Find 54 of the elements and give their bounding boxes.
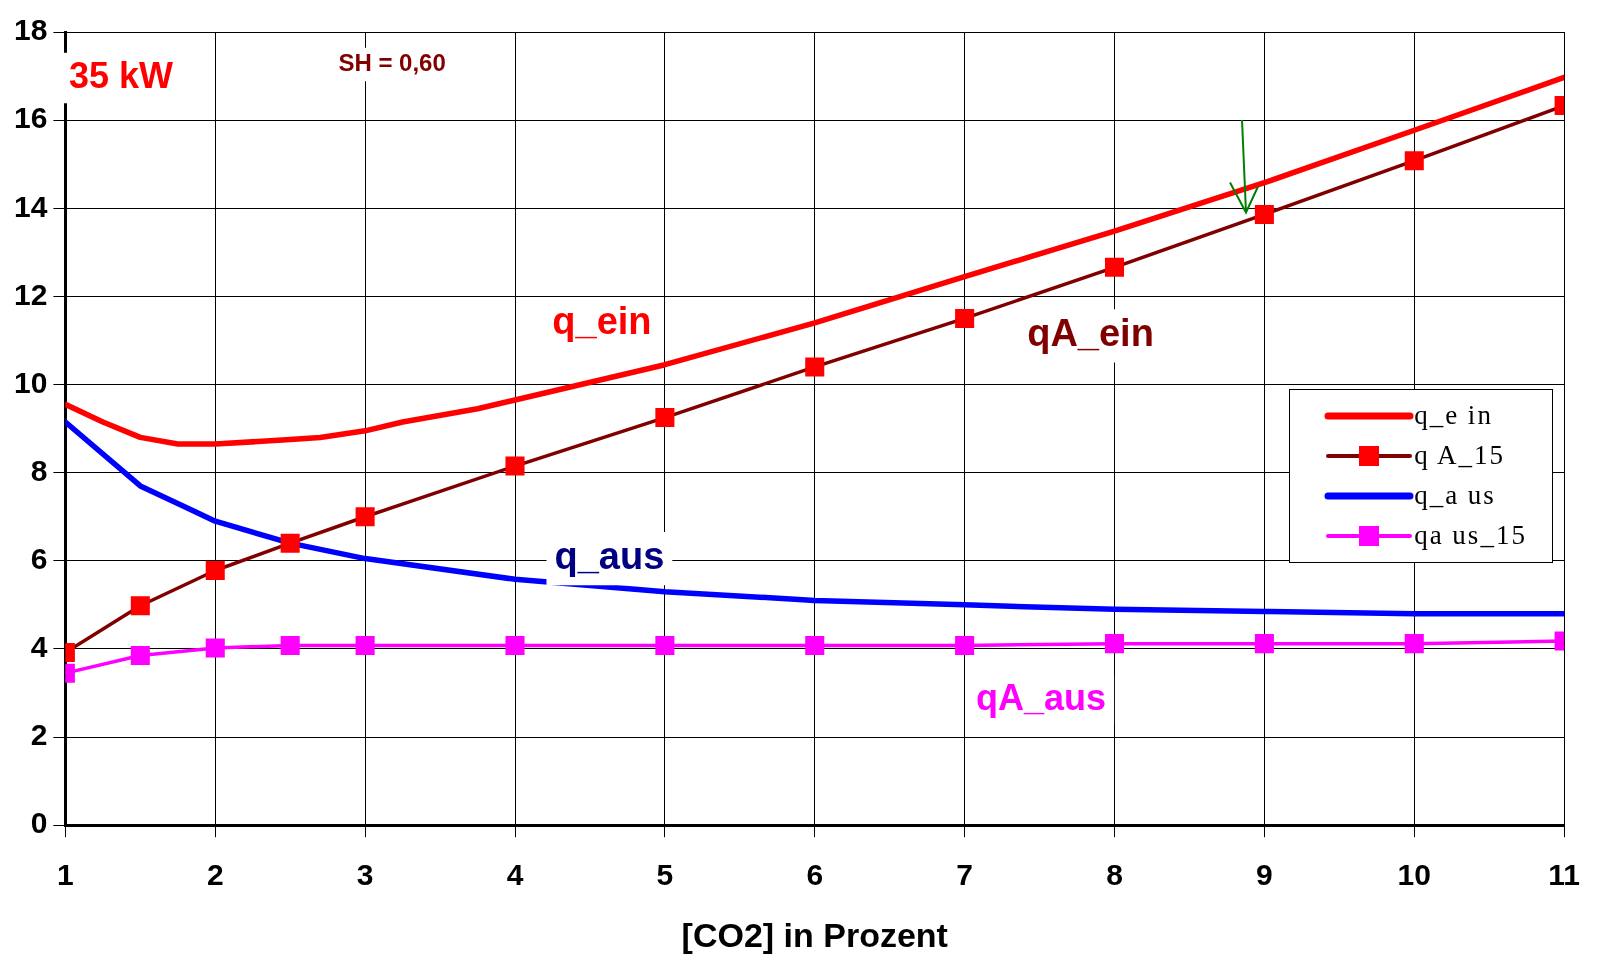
y-tick-label: 6 [30, 542, 48, 576]
annotation: 35 kW [69, 54, 174, 96]
y-tick-label: 14 [13, 189, 48, 223]
y-tick-label: 16 [13, 101, 48, 135]
point [130, 596, 150, 616]
point [205, 638, 225, 658]
point [955, 308, 975, 328]
y-tick-label: 8 [30, 453, 48, 487]
x-tick-label: 7 [956, 858, 973, 892]
point [805, 635, 825, 655]
x-tick-label: 6 [806, 858, 824, 892]
y-tick-label: 18 [13, 13, 48, 47]
point [355, 635, 375, 655]
x-tick-label: 3 [356, 858, 374, 892]
y-tick-label: 0 [30, 806, 48, 840]
x-tick-label: 5 [656, 858, 674, 892]
legend-label: q A_15 [1414, 440, 1505, 472]
annotation: q_aus [554, 535, 665, 578]
point [355, 507, 375, 527]
point [1254, 204, 1274, 224]
x-tick-label: 4 [506, 858, 524, 892]
x-tick-label: 10 [1397, 858, 1431, 892]
point [1254, 634, 1274, 654]
point [1104, 257, 1125, 277]
point [280, 533, 300, 553]
legend-label: q_a us [1414, 480, 1496, 512]
point [505, 635, 525, 655]
point [1104, 634, 1125, 654]
x-tick-label: 9 [1256, 858, 1273, 892]
y-tick-label: 4 [30, 630, 48, 664]
point [955, 635, 975, 655]
annotation: SH = 0,60 [338, 49, 446, 77]
point [280, 635, 300, 655]
legend-label: qa us_15 [1414, 520, 1527, 552]
point [1404, 634, 1424, 654]
point [805, 357, 825, 377]
x-tick-label: 8 [1106, 858, 1123, 892]
x-tick-label: 11 [1548, 858, 1580, 892]
point [205, 560, 225, 581]
y-tick-label: 2 [30, 718, 48, 752]
annotation: qA_aus [976, 676, 1107, 718]
x-tick-label: 2 [206, 858, 224, 892]
legend-label: q_e in [1414, 400, 1493, 432]
annotation: q_ein [552, 300, 652, 343]
x-axis-title: [CO2] in Prozent [681, 915, 948, 954]
annotation: qA_ein [1027, 312, 1154, 355]
point [505, 456, 525, 476]
y-tick-label: 12 [13, 277, 48, 311]
x-tick-label: 1 [57, 858, 74, 892]
point [130, 646, 150, 666]
y-tick-label: 10 [13, 365, 48, 399]
point [1404, 151, 1424, 171]
point [655, 635, 675, 655]
point [655, 408, 675, 428]
